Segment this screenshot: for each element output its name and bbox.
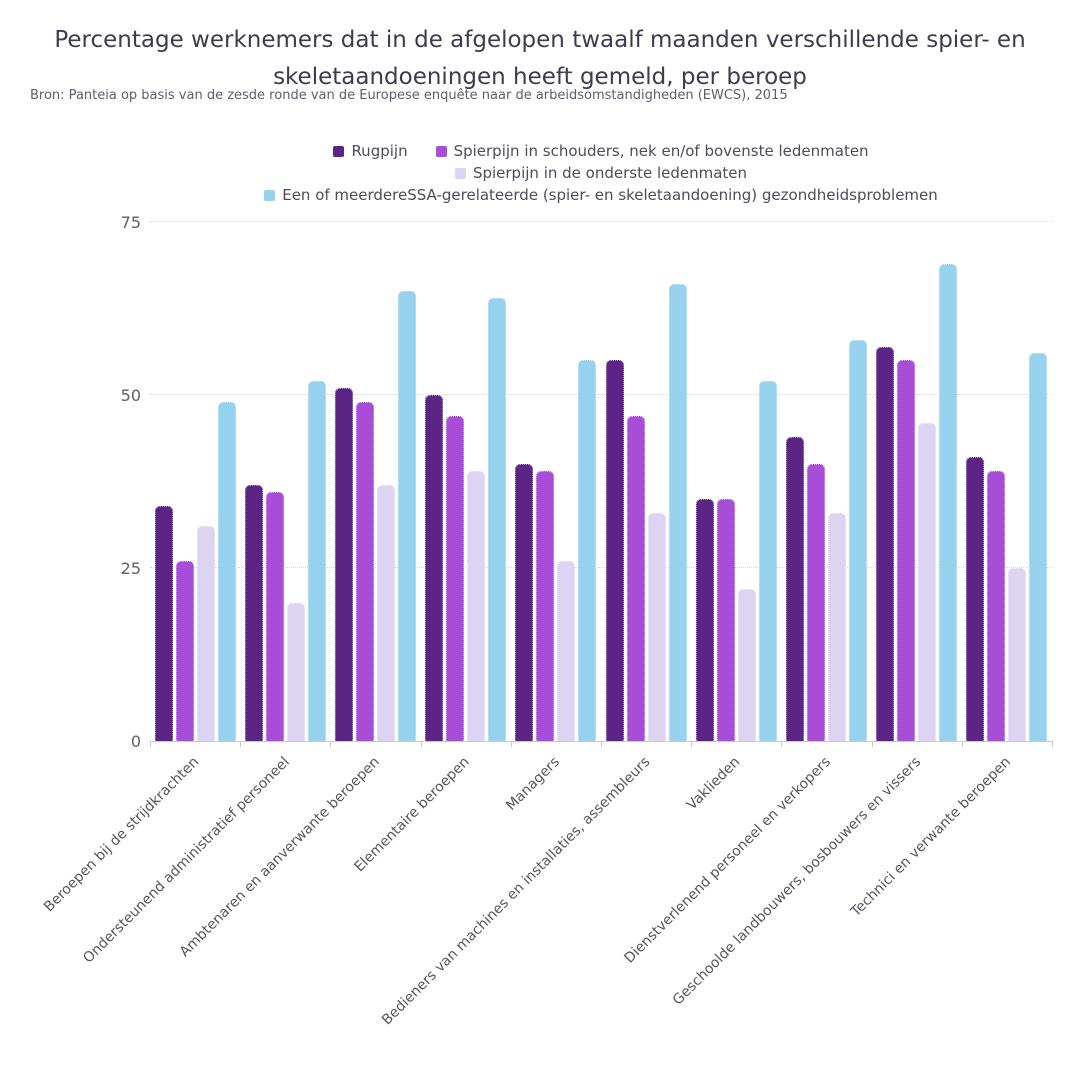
bar: [154, 505, 173, 741]
bar: [355, 401, 374, 741]
x-axis-tick: [871, 741, 873, 747]
legend-label: Spierpijn in de onderste ledenmaten: [472, 164, 748, 182]
chart-source: Bron: Panteia op basis van de zesde rond…: [30, 88, 788, 103]
x-axis-category-label: Ondersteunend administratief personeel: [80, 754, 293, 967]
bar: [939, 263, 958, 741]
bar-group: [691, 222, 781, 741]
chart-title: Percentage werknemers dat in de afgelope…: [54, 27, 1026, 90]
bar: [806, 464, 825, 741]
bar-group: [962, 222, 1052, 741]
bar: [244, 484, 263, 741]
bar-group: [511, 222, 601, 741]
bar: [536, 471, 555, 741]
legend-label: Een of meerdereSSA-gerelateerde (spier- …: [282, 186, 938, 204]
bar-group: [601, 222, 691, 741]
x-axis-category-label: Technici en verwante beroepen: [848, 754, 1015, 920]
bar: [897, 360, 916, 741]
x-axis-tick: [330, 741, 332, 747]
x-axis-tick: [510, 741, 512, 747]
legend-item: Een of meerdereSSA-gerelateerde (spier- …: [264, 185, 938, 206]
legend-row: Rugpijn Spierpijn in schouders, nek en/of…: [150, 140, 1052, 162]
gridline: [150, 394, 1052, 395]
legend-swatch-icon: [333, 146, 345, 157]
bar: [647, 512, 666, 741]
x-axis-tick: [691, 741, 693, 747]
x-axis-category-label: Ambtenaren en aanverwante beroepen: [176, 754, 383, 961]
x-axis-category-label: Beroepen bij de strijdkrachten: [41, 754, 203, 916]
bar: [716, 498, 735, 741]
bar-group: [150, 222, 240, 741]
bar: [175, 561, 194, 741]
legend-swatch-icon: [435, 146, 447, 157]
bar: [987, 471, 1006, 741]
x-axis-tick: [240, 741, 242, 747]
legend-label: Spierpijn in schouders, nek en/of bovens…: [453, 142, 869, 160]
x-axis-tick: [420, 741, 422, 747]
bar-group: [872, 222, 962, 741]
bar: [286, 602, 305, 741]
bar-group: [330, 222, 420, 741]
bar: [848, 339, 867, 741]
bar: [876, 346, 895, 741]
bar: [785, 436, 804, 741]
x-axis-tick: [601, 741, 602, 747]
bar: [758, 381, 777, 741]
bar: [488, 298, 507, 741]
y-axis-tick-label: 25: [120, 559, 141, 578]
bar: [265, 491, 284, 741]
x-axis-category-label: Vaklieden: [684, 754, 744, 814]
x-axis-tick: [961, 741, 963, 747]
y-axis-tick-label: 75: [120, 213, 141, 232]
bar: [626, 415, 645, 741]
bar: [918, 422, 937, 741]
bar: [605, 360, 624, 741]
legend-item: Spierpijn in schouders, nek en/of bovens…: [435, 141, 869, 162]
bar: [425, 395, 444, 741]
bar: [695, 498, 714, 741]
legend-swatch-icon: [454, 168, 466, 179]
bar: [467, 471, 486, 741]
bar-group: [781, 222, 871, 741]
bar: [557, 561, 576, 741]
bar: [737, 588, 756, 741]
gridline: [150, 221, 1052, 222]
bar-group: [421, 222, 511, 741]
legend-label: Rugpijn: [351, 142, 408, 160]
x-axis-tick: [1052, 741, 1053, 747]
x-axis-category-label: Managers: [503, 754, 564, 814]
legend-row: Spierpijn in de onderste ledenmaten: [150, 162, 1052, 184]
x-axis-tick: [781, 741, 783, 747]
legend-item: Rugpijn: [333, 141, 408, 162]
bar: [515, 464, 534, 741]
y-axis-tick-label: 50: [120, 386, 141, 405]
bar: [217, 401, 236, 741]
bar: [1008, 568, 1027, 741]
bar: [578, 360, 597, 741]
legend-swatch-icon: [264, 190, 276, 201]
bar: [307, 381, 326, 741]
x-axis-category-label: Dienstverlenend personeel en verkopers: [621, 754, 834, 967]
gridline: [150, 567, 1052, 568]
bar: [397, 291, 416, 741]
bar: [827, 512, 846, 741]
y-axis-tick-label: 0: [130, 732, 141, 751]
bar: [196, 526, 215, 741]
bar: [446, 415, 465, 741]
bar: [334, 388, 353, 741]
legend-item: Spierpijn in de onderste ledenmaten: [454, 163, 748, 184]
plot-area: 0 25 50 75: [121, 213, 1053, 751]
bar-group: [240, 222, 330, 741]
bar: [1029, 353, 1048, 741]
legend-row: Een of meerdereSSA-gerelateerde (spier- …: [150, 184, 1052, 206]
x-axis-tick: [150, 741, 151, 747]
bar: [376, 484, 395, 741]
bar: [966, 457, 985, 741]
legend: Rugpijn Spierpijn in schouders, nek en/of…: [150, 140, 1052, 206]
bar: [668, 284, 687, 741]
